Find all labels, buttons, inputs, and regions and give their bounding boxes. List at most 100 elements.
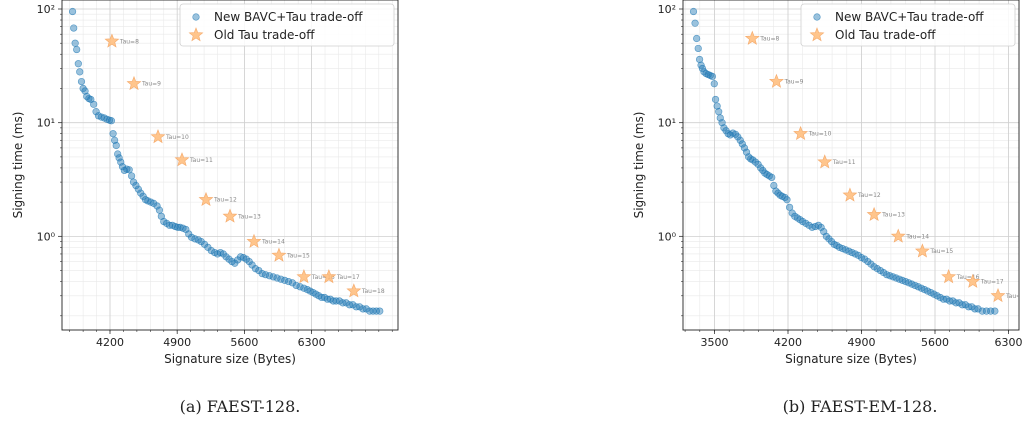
data-point <box>242 255 250 263</box>
point-label: Tau=8 <box>119 38 139 45</box>
data-point <box>288 279 297 287</box>
star-point <box>198 191 214 207</box>
data-point <box>323 295 332 303</box>
ticks: 3500 4200 4900 5600 6300 10⁰ 10¹ 10² <box>658 3 1023 349</box>
data-point <box>73 45 81 54</box>
data-point <box>76 68 84 76</box>
data-point <box>251 265 260 273</box>
data-point <box>376 307 384 315</box>
star-point <box>768 73 784 88</box>
x-tick-label: 4900 <box>163 336 191 349</box>
star-point <box>842 187 858 202</box>
y-tick-label: 10¹ <box>658 117 676 130</box>
series-old-tau: Tau=8 Tau=9 Tau=10 Tau=11 Tau=12 Tau=13 Tau=14… <box>744 30 1019 303</box>
point-label: Tau=18 <box>361 288 385 295</box>
figure-caption: (a) FAEST-128. <box>180 397 301 416</box>
point-label: Tau=12 <box>213 197 237 204</box>
data-point <box>689 7 698 16</box>
star-point <box>965 273 981 288</box>
data-point <box>978 307 986 315</box>
data-point <box>768 173 776 181</box>
data-point <box>706 71 714 80</box>
star-point <box>744 30 760 45</box>
x-tick-label: 4200 <box>96 336 124 349</box>
data-point <box>292 281 300 290</box>
x-tick-label: 6300 <box>298 336 326 349</box>
data-point <box>284 277 293 286</box>
y-tick-label: 10⁰ <box>658 230 677 243</box>
data-point <box>713 102 721 110</box>
data-point <box>770 181 778 190</box>
point-label: Tau=10 <box>165 134 189 141</box>
legend-box <box>179 3 395 47</box>
data-point <box>974 305 982 313</box>
legend-circle-marker <box>813 13 821 21</box>
legend-label: New BAVC+Tau trade-off <box>214 10 363 24</box>
grid <box>683 0 1019 330</box>
y-tick-label: 10⁰ <box>37 230 56 243</box>
data-point <box>693 34 701 43</box>
data-point <box>188 233 196 241</box>
data-point <box>783 196 791 204</box>
point-label: Tau=16 <box>956 274 980 281</box>
data-point <box>982 307 991 315</box>
data-point <box>694 44 702 53</box>
point-label: Tau=17 <box>980 279 1004 286</box>
data-point <box>134 185 142 193</box>
star-point <box>914 243 930 258</box>
series-new-bavc-tau <box>689 7 999 315</box>
data-point <box>128 172 136 180</box>
x-tick-label: 4900 <box>848 336 876 349</box>
data-point <box>109 130 117 138</box>
data-point <box>711 95 720 104</box>
star-point <box>990 287 1006 303</box>
legend-box <box>800 3 1016 47</box>
data-point <box>74 60 82 68</box>
data-point <box>117 158 125 166</box>
series-old-tau: Tau=8 Tau=9 Tau=10 Tau=11 Tau=12 Tau=13 Tau=14… <box>104 33 385 298</box>
point-label: Tau=8 <box>759 36 779 43</box>
data-point <box>71 39 79 47</box>
point-label: Tau=16 <box>311 274 335 281</box>
data-point <box>695 55 704 64</box>
data-point <box>991 307 999 315</box>
data-point <box>296 283 304 291</box>
x-axis-label: Signature size (Bytes) <box>785 352 917 366</box>
data-point <box>738 140 746 148</box>
axes-frame <box>61 0 399 331</box>
data-point <box>90 100 98 108</box>
star-point <box>296 269 312 284</box>
star-point <box>104 33 120 48</box>
star-point <box>941 269 957 284</box>
data-point <box>125 166 133 174</box>
legend: New BAVC+Tau trade-off Old Tau trade-off <box>179 3 395 47</box>
data-point <box>85 94 93 103</box>
data-point <box>827 237 836 246</box>
legend-label: Old Tau trade-off <box>214 28 315 42</box>
star-point <box>866 206 882 222</box>
data-point <box>92 108 100 116</box>
data-point <box>225 255 233 263</box>
axes-frame <box>682 0 1020 331</box>
ticks: 4200 4900 5600 6300 10⁰ 10¹ 10² <box>37 3 393 349</box>
chart-panel-1: 4200 4900 5600 6300 10⁰ 10¹ 10² Signature size … <box>11 0 399 416</box>
legend: New BAVC+Tau trade-off Old Tau trade-off <box>800 3 1016 47</box>
data-point <box>157 212 165 220</box>
x-tick-label: 5600 <box>230 336 258 349</box>
data-point <box>155 206 164 214</box>
plot-area: Tau=8 Tau=9 Tau=10 Tau=11 Tau=12 Tau=13 Tau=14… <box>68 7 385 315</box>
star-point <box>126 75 142 91</box>
data-point <box>817 223 825 231</box>
legend-label: Old Tau trade-off <box>835 28 936 42</box>
star-point <box>890 228 906 243</box>
data-point <box>222 253 230 261</box>
data-point <box>114 150 122 158</box>
data-point <box>174 223 182 231</box>
data-point <box>781 193 789 202</box>
plot-area: Tau=8 Tau=9 Tau=10 Tau=11 Tau=12 Tau=13 Tau=14… <box>689 7 1019 315</box>
figure-caption: (b) FAEST-EM-128. <box>783 397 938 416</box>
point-label: Tau=14 <box>905 233 929 240</box>
data-point <box>822 232 830 240</box>
data-point <box>81 87 89 95</box>
